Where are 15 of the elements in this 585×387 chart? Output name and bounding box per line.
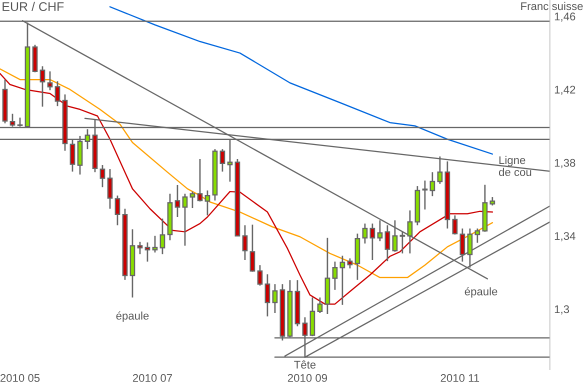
annotation: Ligne de cou [498, 156, 532, 176]
y-tick-label: 1,38 [554, 158, 576, 168]
x-tick-label: 2010 09 [288, 374, 327, 382]
annotation: Tête [294, 360, 316, 369]
y-tick-label: 1,42 [554, 86, 576, 95]
annotation: épaule [116, 311, 149, 322]
y-axis-title: Franc suisse [521, 2, 583, 10]
x-tick-label: 2010 07 [132, 374, 172, 382]
y-tick-label: 1,3 [554, 305, 570, 314]
y-tick-label: 1,34 [554, 232, 576, 242]
x-tick-label: 2010 11 [440, 374, 480, 382]
y-tick-label: 1,46 [554, 12, 576, 22]
annotation: épaule [464, 287, 498, 298]
chart-title: EUR / CHF [2, 2, 64, 12]
x-tick-label: 2010 05 [0, 374, 40, 382]
